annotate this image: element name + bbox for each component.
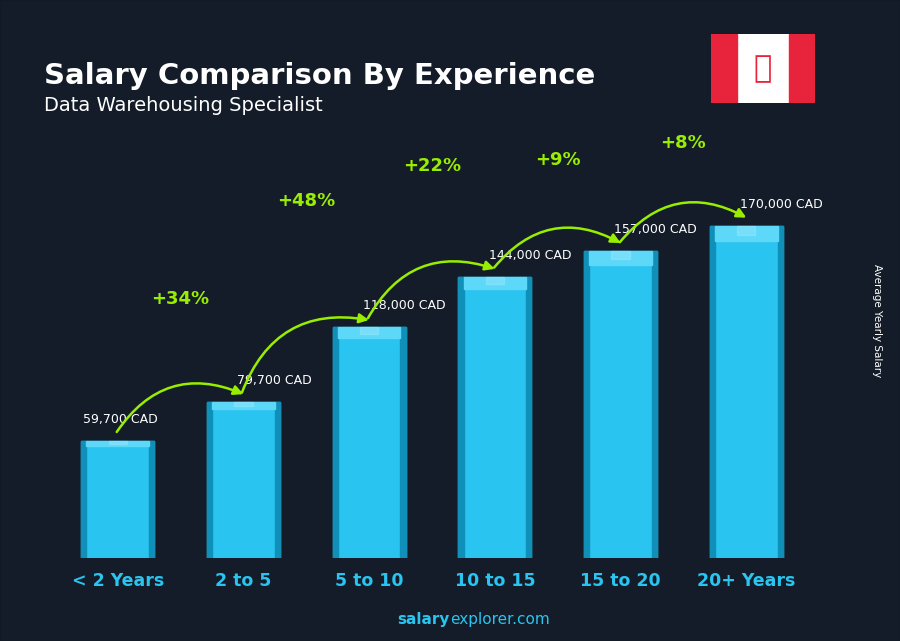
Bar <box>710 226 783 558</box>
Bar <box>109 441 127 444</box>
Text: +34%: +34% <box>151 290 210 308</box>
Bar <box>207 402 212 558</box>
Bar <box>333 328 338 558</box>
Bar <box>715 226 778 241</box>
Bar <box>526 276 531 558</box>
Text: +8%: +8% <box>661 133 707 152</box>
Text: +48%: +48% <box>277 192 336 210</box>
Bar <box>737 226 755 235</box>
Bar <box>464 276 526 289</box>
Bar <box>81 441 154 558</box>
Bar <box>788 35 814 103</box>
Text: +22%: +22% <box>403 157 461 175</box>
Bar <box>584 251 657 558</box>
Bar <box>86 441 149 446</box>
Bar <box>652 251 657 558</box>
Bar <box>486 276 504 284</box>
Text: Average Yearly Salary: Average Yearly Salary <box>872 264 883 377</box>
Bar <box>274 402 280 558</box>
Bar <box>400 328 406 558</box>
Text: Data Warehousing Specialist: Data Warehousing Specialist <box>44 96 323 115</box>
Text: Salary Comparison By Experience: Salary Comparison By Experience <box>44 62 595 90</box>
Text: salary: salary <box>398 612 450 627</box>
Bar <box>710 226 715 558</box>
Bar <box>149 441 154 558</box>
Bar <box>234 402 253 406</box>
Text: 118,000 CAD: 118,000 CAD <box>363 299 446 312</box>
Bar <box>611 251 630 260</box>
Text: 157,000 CAD: 157,000 CAD <box>615 223 697 236</box>
Bar <box>338 328 400 338</box>
Bar <box>207 402 280 558</box>
Bar <box>584 251 590 558</box>
Bar <box>711 35 737 103</box>
Bar <box>458 276 531 558</box>
Bar <box>590 251 652 265</box>
Bar <box>81 441 86 558</box>
Text: +9%: +9% <box>535 151 581 169</box>
Bar <box>778 226 783 558</box>
Text: 170,000 CAD: 170,000 CAD <box>740 198 823 211</box>
Text: 59,700 CAD: 59,700 CAD <box>83 413 158 426</box>
Text: explorer.com: explorer.com <box>450 612 550 627</box>
Text: 🍁: 🍁 <box>753 54 772 83</box>
Bar <box>333 328 406 558</box>
Bar <box>212 402 274 409</box>
Text: 144,000 CAD: 144,000 CAD <box>489 249 572 262</box>
Bar <box>360 328 378 333</box>
Bar <box>458 276 464 558</box>
Text: 79,700 CAD: 79,700 CAD <box>237 374 312 387</box>
